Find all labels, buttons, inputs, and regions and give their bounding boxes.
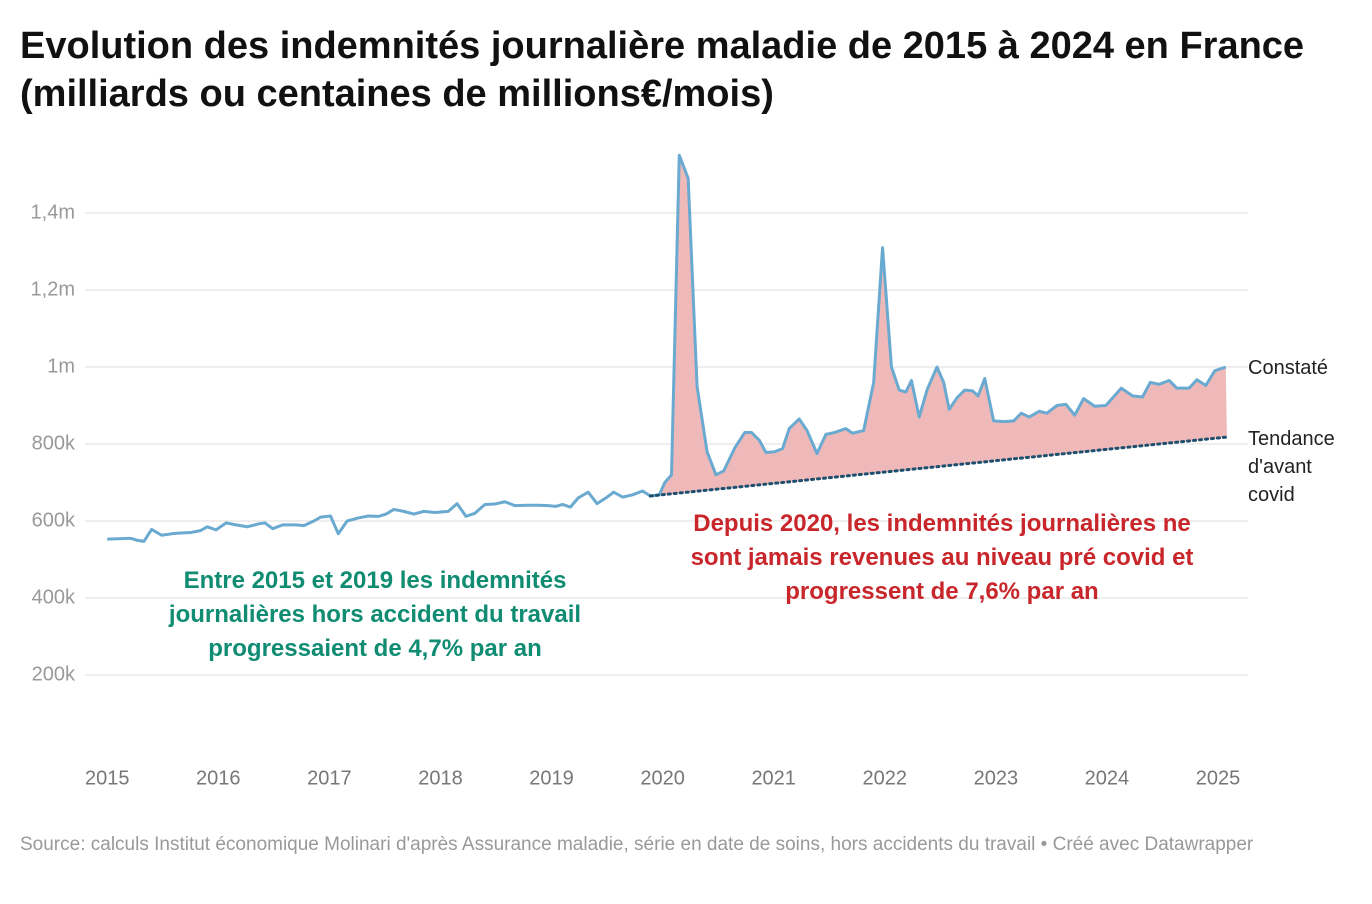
x-tick-label: 2019 [529,767,574,789]
annotation: Entre 2015 et 2019 les indemnités journa… [168,567,582,662]
x-tick-label: 2015 [85,767,130,789]
y-tick-label: 400k [32,586,76,608]
trend-line [648,435,1229,498]
x-tick-label: 2022 [863,767,908,789]
x-tick-label: 2016 [196,767,241,789]
series-line [107,153,1227,543]
x-tick-label: 2017 [307,767,352,789]
source: Source: calculs Institut économique Moli… [20,834,1254,855]
y-tick-label: 200k [32,663,76,685]
gap-area [650,155,1227,496]
annotation: Depuis 2020, les indemnités journalières… [690,510,1194,605]
y-tick-label: 800k [32,432,76,454]
y-tick-label: 1m [47,355,75,377]
x-tick-label: 2023 [974,767,1019,789]
y-tick-label: 600k [32,509,76,531]
legend-label: Tendance d'avant covid [1248,428,1335,506]
x-tick-label: 2021 [751,767,796,789]
x-tick-label: 2024 [1085,767,1130,789]
x-tick-label: 2025 [1196,767,1241,789]
y-tick-label: 1,2m [31,278,75,300]
x-tick-label: 2020 [640,767,685,789]
legend-label: Constaté [1248,357,1329,379]
y-tick-label: 1,4m [31,201,75,223]
x-tick-label: 2018 [418,767,463,789]
chart-title: Evolution des indemnités journalière mal… [20,25,1305,115]
